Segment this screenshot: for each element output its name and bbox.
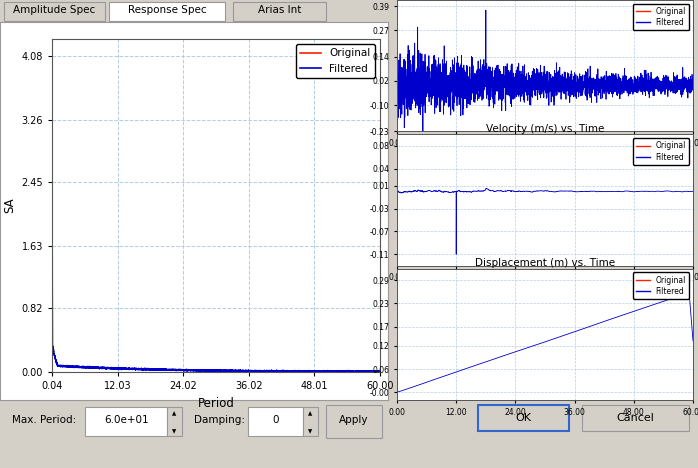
Text: Max. Period:: Max. Period: bbox=[12, 415, 76, 425]
Text: 6.0e+01: 6.0e+01 bbox=[104, 415, 149, 425]
Legend: Original, Filtered: Original, Filtered bbox=[633, 4, 689, 30]
Bar bbox=[85, 407, 167, 436]
Bar bbox=[477, 405, 570, 431]
Legend: Original, Filtered: Original, Filtered bbox=[296, 44, 375, 78]
Legend: Original, Filtered: Original, Filtered bbox=[633, 138, 689, 165]
Bar bbox=[248, 407, 303, 436]
Bar bbox=[303, 407, 318, 436]
Text: OK: OK bbox=[516, 413, 532, 423]
Text: ▲: ▲ bbox=[309, 411, 313, 416]
Bar bbox=[326, 404, 383, 438]
Title: Velocity (m/s) vs. Time: Velocity (m/s) vs. Time bbox=[486, 124, 604, 133]
X-axis label: Period: Period bbox=[198, 396, 235, 410]
Legend: Original, Filtered: Original, Filtered bbox=[633, 272, 689, 299]
Text: 0: 0 bbox=[272, 415, 279, 425]
Bar bbox=[4, 1, 105, 21]
Text: Damping:: Damping: bbox=[194, 415, 245, 425]
Bar bbox=[233, 1, 326, 21]
Text: Apply: Apply bbox=[339, 415, 369, 425]
Bar bbox=[581, 405, 689, 431]
Y-axis label: SA: SA bbox=[3, 197, 16, 213]
Bar bbox=[167, 407, 182, 436]
Text: Cancel: Cancel bbox=[616, 413, 654, 423]
Title: Displacement (m) vs. Time: Displacement (m) vs. Time bbox=[475, 258, 615, 268]
Text: ▲: ▲ bbox=[172, 411, 177, 416]
Bar bbox=[109, 1, 225, 21]
Text: ▼: ▼ bbox=[172, 429, 177, 434]
Text: Amplitude Spec: Amplitude Spec bbox=[13, 5, 96, 15]
Text: ▼: ▼ bbox=[309, 429, 313, 434]
Text: Arias Int: Arias Int bbox=[258, 5, 301, 15]
Text: Response Spec: Response Spec bbox=[128, 5, 206, 15]
